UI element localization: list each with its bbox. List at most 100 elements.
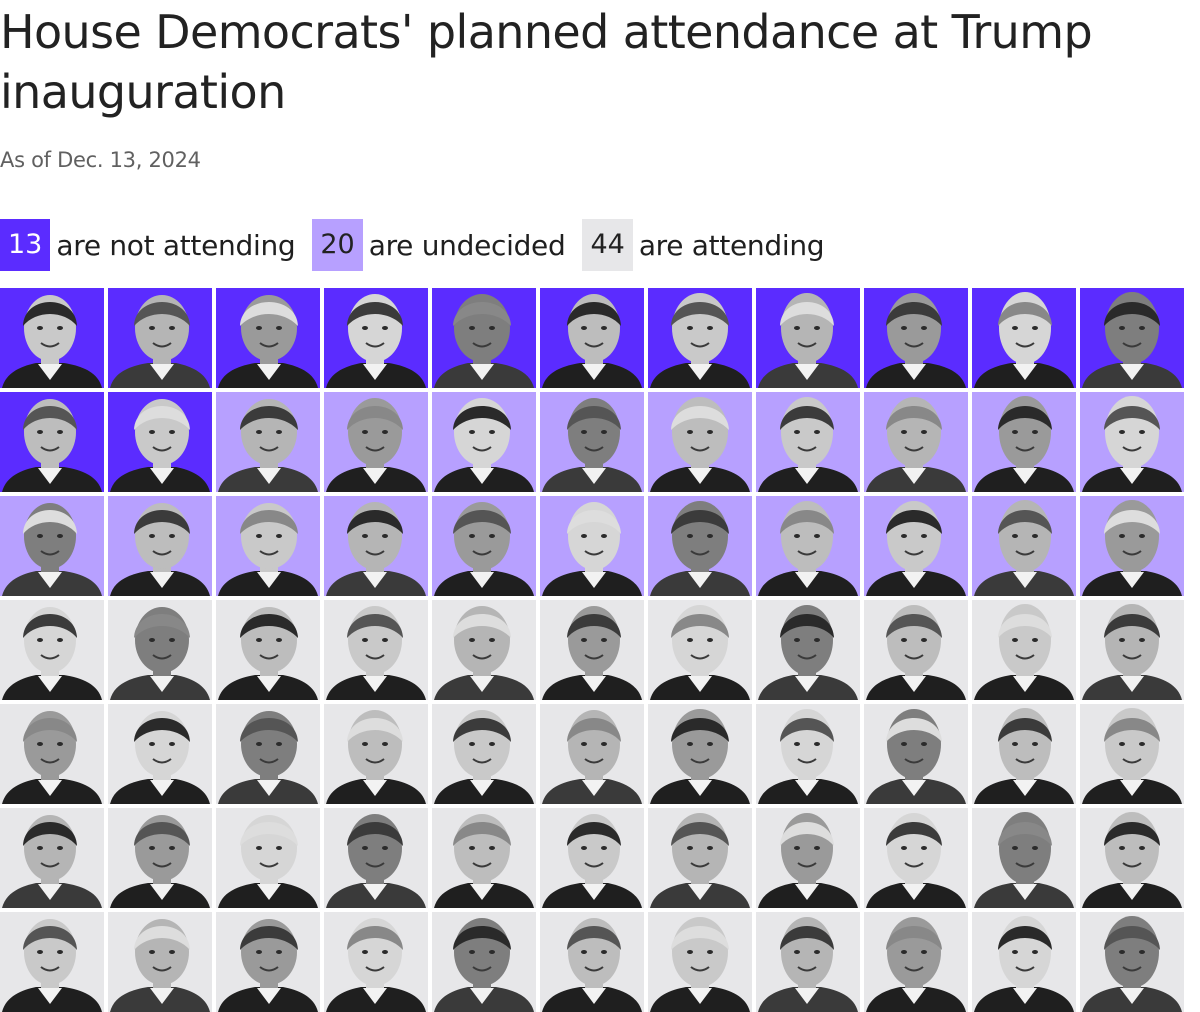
portrait-mouth xyxy=(1015,862,1035,868)
portrait-silhouette xyxy=(1082,604,1182,700)
portrait-right-eye xyxy=(921,950,927,954)
portrait-silhouette xyxy=(758,917,858,1012)
portrait-silhouette xyxy=(218,607,318,700)
portrait-left-eye xyxy=(901,846,907,850)
portrait-mouth xyxy=(472,862,492,868)
portrait-hair xyxy=(23,510,77,534)
portrait-hair xyxy=(886,926,942,950)
portrait-hair xyxy=(671,406,729,430)
portrait-right-eye xyxy=(1139,326,1145,330)
portrait-collar xyxy=(470,884,494,900)
portrait-collar xyxy=(38,884,62,900)
member-portrait-attending xyxy=(108,704,212,804)
portrait-silhouette xyxy=(650,605,750,700)
legend-label-attending: are attending xyxy=(638,228,825,262)
member-portrait-undecided xyxy=(648,392,752,492)
portrait-mouth xyxy=(584,654,604,660)
portrait-mouth xyxy=(40,966,60,972)
legend-count-not-attending: 13 xyxy=(0,219,51,271)
portrait-left-eye xyxy=(362,534,368,538)
portrait-right-eye xyxy=(814,326,820,330)
portrait-hair xyxy=(998,822,1052,846)
portrait-hair xyxy=(780,926,834,950)
portrait-right-eye xyxy=(382,846,388,850)
portrait-hair xyxy=(567,926,621,950)
portrait-right-eye xyxy=(814,742,820,746)
portrait-silhouette xyxy=(542,918,642,1012)
portrait-left-eye xyxy=(256,638,262,642)
portrait-left-eye xyxy=(794,638,800,642)
portrait-left-eye xyxy=(901,638,907,642)
portrait-silhouette xyxy=(866,813,966,908)
member-portrait-attending xyxy=(972,600,1076,700)
portrait-left-eye xyxy=(469,950,475,954)
portrait-collar xyxy=(1013,780,1037,796)
portrait-silhouette xyxy=(110,607,210,700)
portrait-right-eye xyxy=(276,846,282,850)
portrait-collar xyxy=(902,468,926,484)
portrait-collar xyxy=(150,780,174,796)
member-portrait-attending xyxy=(540,600,644,700)
portrait-mouth xyxy=(1122,550,1142,556)
portrait-left-eye xyxy=(581,430,587,434)
portrait-silhouette xyxy=(218,711,318,804)
portrait-mouth xyxy=(1015,342,1035,348)
legend-item-not-attending: 13 are not attending xyxy=(0,219,296,271)
portrait-silhouette xyxy=(542,398,642,492)
portrait-silhouette xyxy=(866,293,966,388)
portrait-right-eye xyxy=(707,430,713,434)
portrait-mouth xyxy=(904,758,924,764)
portrait-right-eye xyxy=(707,534,713,538)
portrait-mouth xyxy=(584,342,604,348)
portrait-hair xyxy=(886,510,942,534)
portrait-hair xyxy=(134,926,190,950)
portrait-silhouette xyxy=(218,815,318,908)
portrait-mouth xyxy=(40,446,60,452)
portrait-left-eye xyxy=(687,638,693,642)
portrait-silhouette xyxy=(866,397,966,492)
portrait-hair xyxy=(671,926,729,950)
member-portrait-undecided xyxy=(1080,392,1184,492)
portrait-silhouette xyxy=(974,812,1074,908)
portrait-silhouette xyxy=(1082,708,1182,804)
portrait-hair xyxy=(886,822,942,846)
portrait-silhouette xyxy=(1082,916,1182,1012)
portrait-right-eye xyxy=(1032,534,1038,538)
portrait-right-eye xyxy=(1139,950,1145,954)
portrait-mouth xyxy=(365,862,385,868)
portrait-right-eye xyxy=(169,326,175,330)
member-portrait-attending xyxy=(432,912,536,1012)
portrait-hair xyxy=(671,510,729,534)
portrait-mouth xyxy=(690,758,710,764)
portrait-right-eye xyxy=(57,534,63,538)
portrait-hair xyxy=(453,510,511,534)
portrait-left-eye xyxy=(901,742,907,746)
portrait-collar xyxy=(1120,780,1144,796)
member-portrait-attending xyxy=(864,912,968,1012)
portrait-left-eye xyxy=(1012,430,1018,434)
portrait-left-eye xyxy=(362,430,368,434)
portrait-hair xyxy=(453,302,511,326)
portrait-left-eye xyxy=(794,742,800,746)
portrait-mouth xyxy=(797,758,817,764)
portrait-right-eye xyxy=(169,638,175,642)
portrait-left-eye xyxy=(149,430,155,434)
portrait-collar xyxy=(1120,468,1144,484)
portrait-silhouette xyxy=(110,295,210,388)
portrait-collar xyxy=(902,676,926,692)
portrait-left-eye xyxy=(901,430,907,434)
portrait-hair xyxy=(23,926,77,950)
member-portrait-attending xyxy=(540,808,644,908)
portrait-hair xyxy=(347,614,403,638)
portrait-right-eye xyxy=(1139,846,1145,850)
portrait-silhouette xyxy=(326,814,426,908)
portrait-silhouette xyxy=(974,396,1074,492)
portrait-silhouette xyxy=(434,398,534,492)
portrait-mouth xyxy=(40,758,60,764)
member-portrait-undecided xyxy=(540,392,644,492)
portrait-mouth xyxy=(1015,550,1035,556)
member-portrait-attending xyxy=(216,912,320,1012)
portrait-collar xyxy=(1120,676,1144,692)
portrait-mouth xyxy=(259,862,279,868)
portrait-silhouette xyxy=(758,293,858,388)
